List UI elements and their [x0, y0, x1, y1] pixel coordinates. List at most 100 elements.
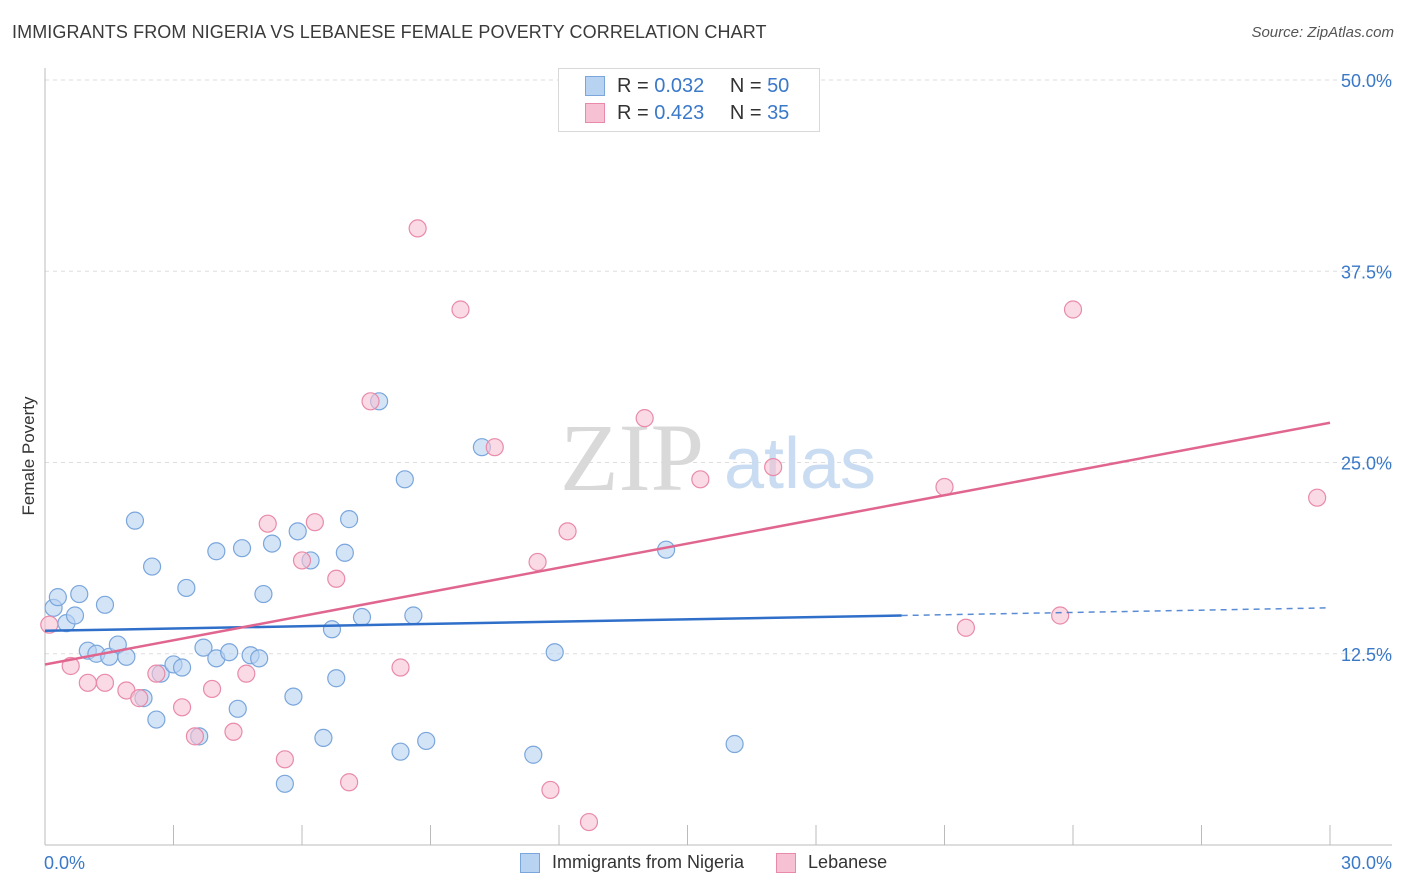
point-nigeria: [262, 534, 282, 553]
point-lebanese: [691, 470, 710, 489]
point-lebanese: [361, 392, 380, 411]
point-lebanese: [956, 618, 976, 637]
point-nigeria: [524, 745, 543, 764]
point-nigeria: [545, 643, 564, 662]
legend-swatch-pink: [585, 103, 605, 123]
series-legend: Immigrants from Nigeria Lebanese: [520, 852, 919, 873]
point-lebanese: [485, 438, 504, 457]
point-nigeria: [404, 606, 423, 625]
point-lebanese: [147, 664, 166, 683]
point-lebanese: [528, 552, 547, 572]
point-lebanese: [78, 673, 97, 692]
point-nigeria: [194, 638, 213, 657]
point-lebanese: [327, 569, 346, 588]
point-nigeria: [314, 728, 333, 748]
axes: [44, 68, 1392, 846]
y-axis-label: Female Poverty: [19, 396, 38, 516]
point-lebanese: [635, 409, 654, 428]
legend-item-lebanese: Lebanese: [776, 852, 887, 873]
point-nigeria: [70, 584, 89, 604]
x-tick-label: 30.0%: [1341, 853, 1392, 873]
point-lebanese: [258, 514, 277, 533]
point-nigeria: [417, 731, 436, 751]
y-tick-label: 50.0%: [1341, 71, 1392, 91]
point-nigeria: [250, 649, 269, 668]
point-nigeria: [232, 539, 252, 558]
legend-r-value: 0.032: [654, 74, 705, 97]
point-lebanese: [764, 457, 783, 477]
y-tick-label: 12.5%: [1341, 645, 1392, 665]
y-tick-label: 25.0%: [1341, 454, 1392, 474]
point-nigeria: [327, 669, 346, 688]
point-lebanese: [408, 219, 427, 238]
point-lebanese: [275, 750, 294, 769]
point-lebanese: [1051, 606, 1070, 625]
watermark-atlas: atlas: [724, 424, 876, 504]
point-nigeria: [125, 511, 145, 530]
watermark: ZIP atlas: [560, 404, 876, 511]
point-lebanese: [340, 773, 359, 792]
point-nigeria: [147, 710, 166, 729]
point-lebanese: [61, 656, 80, 676]
point-nigeria: [142, 557, 162, 576]
point-nigeria: [335, 543, 354, 562]
legend-n-value: 50: [767, 74, 790, 97]
legend-n-value: 35: [767, 101, 790, 124]
point-lebanese: [1308, 488, 1327, 507]
point-lebanese: [391, 658, 410, 677]
legend-row-lebanese: R = 0.423 N = 35: [585, 101, 789, 125]
point-lebanese: [305, 513, 324, 532]
tick-labels: 12.5% 25.0% 37.5% 50.0% 0.0% 30.0%: [44, 71, 1392, 873]
point-lebanese: [172, 698, 192, 717]
legend-r-value: 0.423: [654, 101, 705, 124]
point-nigeria: [254, 584, 273, 604]
point-lebanese: [202, 679, 222, 699]
legend-label-lebanese: Lebanese: [808, 852, 888, 872]
point-nigeria: [275, 774, 294, 793]
point-nigeria: [172, 658, 192, 677]
point-lebanese: [185, 727, 205, 746]
legend-r-label: R =: [617, 101, 649, 124]
trend-line-nigeria-extension: [901, 607, 1331, 617]
point-nigeria: [340, 510, 359, 529]
legend-n-label: N =: [729, 74, 762, 97]
point-nigeria: [95, 595, 115, 614]
data-points: [40, 219, 1327, 832]
point-lebanese: [1063, 300, 1083, 319]
legend-r-label: R =: [617, 74, 649, 97]
trend-line-lebanese: [44, 421, 1331, 666]
point-nigeria: [48, 588, 67, 607]
legend-item-nigeria: Immigrants from Nigeria: [520, 852, 744, 873]
point-nigeria: [220, 643, 239, 662]
point-lebanese: [130, 689, 149, 708]
point-nigeria: [322, 620, 342, 639]
point-nigeria: [228, 699, 247, 718]
legend-swatch-blue: [585, 76, 605, 96]
point-lebanese: [579, 812, 599, 832]
grid-lines: [45, 79, 1392, 655]
point-lebanese: [292, 551, 312, 570]
legend-label-nigeria: Immigrants from Nigeria: [552, 852, 745, 872]
chart-title: IMMIGRANTS FROM NIGERIA VS LEBANESE FEMA…: [12, 22, 767, 42]
point-lebanese: [40, 615, 59, 634]
legend-swatch-pink: [776, 852, 797, 873]
point-nigeria: [177, 578, 196, 598]
point-nigeria: [391, 742, 410, 761]
source-label: Source: ZipAtlas.com: [1251, 24, 1394, 41]
point-nigeria: [207, 542, 226, 561]
point-nigeria: [352, 607, 372, 627]
x-tick-label: 0.0%: [44, 853, 85, 873]
point-nigeria: [65, 606, 85, 625]
point-lebanese: [95, 673, 115, 692]
point-nigeria: [284, 687, 303, 706]
trend-lines: [44, 421, 1331, 666]
legend-n-label: N =: [729, 101, 762, 124]
legend-row-nigeria: R = 0.032 N = 50: [585, 74, 789, 98]
point-nigeria: [395, 470, 414, 489]
trend-line-nigeria: [44, 614, 902, 633]
legend-swatch-blue: [520, 852, 540, 873]
point-lebanese: [558, 522, 577, 541]
y-tick-label: 37.5%: [1341, 262, 1392, 282]
point-lebanese: [541, 780, 560, 800]
